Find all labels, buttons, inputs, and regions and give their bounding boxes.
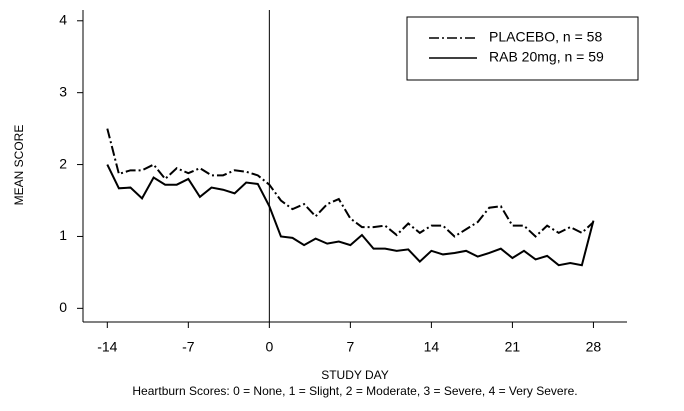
x-tick-label: 0: [265, 339, 273, 355]
series-line: [106, 164, 595, 267]
y-tick-label: 0: [59, 299, 67, 315]
y-axis-label: MEAN SCORE: [12, 125, 26, 206]
x-tick-label: -7: [182, 339, 195, 355]
series-line: [106, 128, 595, 238]
footnote: Heartburn Scores: 0 = None, 1 = Slight, …: [132, 384, 577, 398]
y-tick-label: 4: [59, 11, 67, 27]
x-axis-label: STUDY DAY: [321, 368, 389, 382]
y-tick-label: 3: [59, 83, 67, 99]
x-tick-label: 21: [505, 339, 521, 355]
x-tick-label: 28: [586, 339, 602, 355]
y-tick-label: 1: [59, 227, 67, 243]
x-tick-label: 14: [424, 339, 440, 355]
x-tick-label: -14: [97, 339, 117, 355]
legend-label: PLACEBO, n = 58: [489, 29, 602, 45]
y-tick-label: 2: [59, 155, 67, 171]
x-tick-label: 7: [346, 339, 354, 355]
legend-box: [406, 16, 639, 81]
legend-label: RAB 20mg, n = 59: [489, 49, 604, 65]
